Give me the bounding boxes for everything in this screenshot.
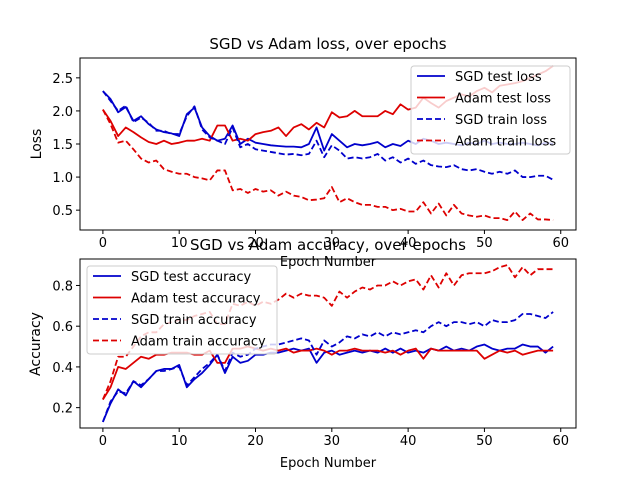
loss-y-tick-label-0: 0.5 (52, 204, 73, 219)
loss-legend-label-3: SGD train loss (455, 113, 547, 128)
loss-legend-label-4: Adam train loss (455, 135, 556, 150)
loss-series-3-line (102, 90, 554, 181)
accuracy-axes-frame (79, 258, 577, 429)
loss-series-4-line (102, 109, 554, 221)
accuracy-legend-label-2: Adam test accuracy (131, 292, 261, 307)
accuracy-x-tick-label-4: 40 (400, 434, 417, 449)
accuracy-x-tick-label-5: 50 (476, 434, 493, 449)
loss-legend-label-2: Adam test loss (455, 92, 551, 107)
accuracy-series-3-line (102, 311, 554, 423)
loss-x-tick-label-3: 30 (324, 236, 341, 251)
accuracy-y-tick-label-0: 0.2 (52, 402, 73, 417)
loss-y-tick-label-4: 2.5 (52, 72, 73, 87)
accuracy-x-axis-label: Epoch Number (280, 456, 377, 471)
accuracy-axes: 0 10 20 30 40 50 60 0.2 0.4 0.6 0.8 (52, 258, 577, 449)
accuracy-legend-label-3: SGD train accuracy (131, 313, 257, 328)
loss-chart: SGD vs Adam loss, over epochs 0 10 20 30 40 5… (29, 35, 577, 270)
accuracy-chart: SGD vs Adam accuracy, over epochs 0 10 20 3… (28, 236, 577, 471)
loss-x-tick-label-2: 20 (247, 236, 264, 251)
loss-x-tick-label-4: 40 (400, 236, 417, 251)
accuracy-y-tick-label-3: 0.8 (52, 279, 73, 294)
accuracy-chart-title: SGD vs Adam accuracy, over epochs (190, 236, 466, 254)
loss-x-tick-label-5: 50 (476, 236, 493, 251)
loss-y-tick-label-1: 1.0 (52, 171, 73, 186)
accuracy-x-tick-label-3: 30 (324, 434, 341, 449)
loss-y-tick-label-2: 1.5 (52, 138, 73, 153)
accuracy-x-tick-label-1: 10 (171, 434, 188, 449)
accuracy-y-axis-label: Accuracy (28, 312, 44, 376)
accuracy-legend-label-1: SGD test accuracy (131, 270, 252, 285)
loss-axes: 0 10 20 30 40 50 60 0.5 1.0 1.5 2.0 2.5 (52, 57, 577, 251)
loss-legend-label-1: SGD test loss (455, 70, 542, 85)
accuracy-series-1-line (102, 343, 554, 423)
loss-legend: SGD test loss Adam test loss SGD train los… (410, 65, 571, 155)
accuracy-x-tick-label-6: 60 (552, 434, 569, 449)
accuracy-legend: SGD test accuracy Adam test accuracy SGD t… (86, 265, 278, 355)
loss-x-tick-label-0: 0 (99, 236, 107, 251)
loss-y-tick-label-3: 2.0 (52, 105, 73, 120)
accuracy-x-tick-label-0: 0 (99, 434, 107, 449)
loss-legend-frame (410, 65, 571, 155)
loss-x-tick-label-1: 10 (171, 236, 188, 251)
loss-chart-title: SGD vs Adam loss, over epochs (209, 35, 446, 53)
accuracy-legend-label-4: Adam train accuracy (131, 335, 266, 350)
accuracy-legend-frame (86, 265, 278, 355)
accuracy-y-tick-label-1: 0.4 (52, 361, 73, 376)
loss-x-axis-label: Epoch Number (280, 255, 377, 270)
accuracy-x-tick-label-2: 20 (247, 434, 264, 449)
loss-x-tick-label-6: 60 (552, 236, 569, 251)
accuracy-y-tick-label-2: 0.6 (52, 320, 73, 335)
loss-y-axis-label: Loss (29, 129, 45, 160)
